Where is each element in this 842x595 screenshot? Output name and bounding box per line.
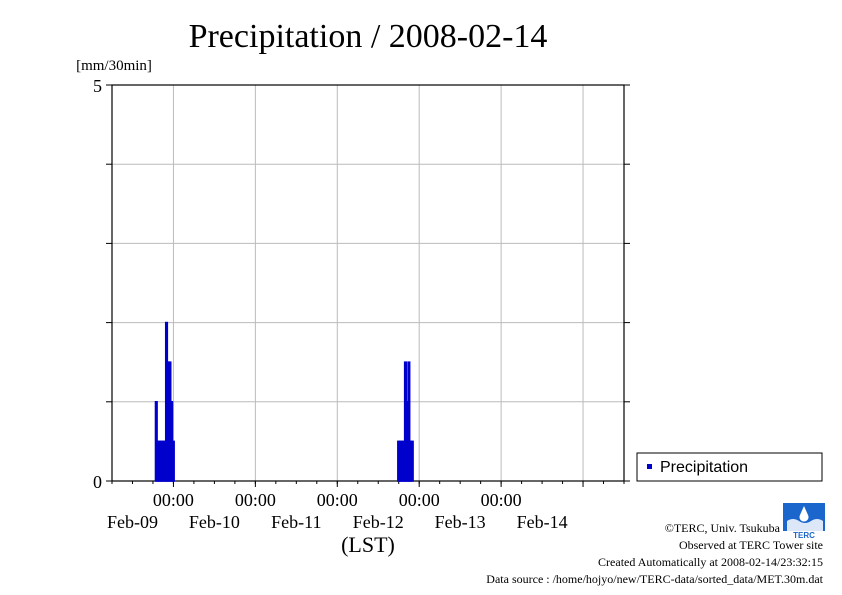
y-tick-label-max: 5 (93, 76, 102, 96)
precipitation-bar (410, 440, 414, 482)
chart-title: Precipitation / 2008-02-14 (189, 18, 548, 55)
x-date-label: Feb-10 (189, 512, 240, 532)
x-date-label: Feb-12 (353, 512, 404, 532)
footer-observed: Observed at TERC Tower site (678, 538, 823, 552)
x-date-label: Feb-11 (271, 512, 321, 532)
axis-ticks (106, 84, 630, 487)
x-axis-label: (LST) (341, 532, 395, 557)
terc-logo-icon: TERC (783, 503, 825, 539)
plot-frame (111, 84, 625, 482)
x-tick-time-label: 00:00 (399, 490, 440, 510)
footer-created: Created Automatically at 2008-02-14/23:3… (598, 555, 823, 569)
x-tick-time-label: 00:00 (317, 490, 358, 510)
x-date-label: Feb-13 (435, 512, 486, 532)
footer-source: Data source : /home/hojyo/new/TERC-data/… (486, 572, 823, 586)
y-tick-label-min: 0 (93, 472, 102, 492)
x-date-label: Feb-14 (517, 512, 568, 532)
y-axis-unit-label: [mm/30min] (76, 58, 152, 74)
legend-box (636, 452, 823, 482)
precipitation-bar (171, 440, 175, 482)
precipitation-bar (407, 361, 411, 482)
precipitation-bars (154, 321, 414, 482)
logo-text: TERC (793, 531, 815, 539)
legend-label: Precipitation (660, 459, 748, 476)
legend: Precipitation (636, 452, 823, 482)
x-tick-time-label: 00:00 (153, 490, 194, 510)
footer-copyright: ©TERC, Univ. Tsukuba (664, 521, 780, 535)
grid-lines (112, 85, 624, 481)
x-date-label: Feb-09 (107, 512, 158, 532)
x-tick-time-label: 00:00 (481, 490, 522, 510)
x-tick-time-label: 00:00 (235, 490, 276, 510)
legend-marker (647, 464, 652, 469)
